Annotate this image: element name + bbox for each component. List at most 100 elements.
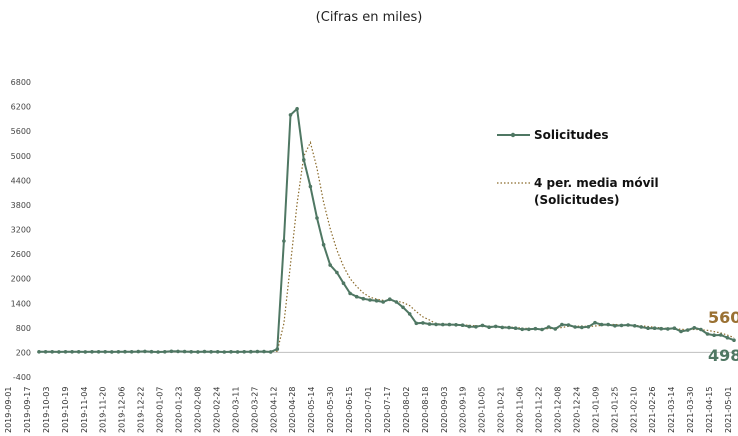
data-point-solicitudes: [566, 323, 571, 327]
x-tick-label: 2020-03-11: [231, 387, 240, 434]
x-tick-label: 2021-03-14: [667, 387, 676, 434]
data-point-solicitudes: [447, 322, 452, 327]
data-point-solicitudes: [381, 300, 386, 304]
data-point-solicitudes: [335, 270, 339, 275]
data-point-solicitudes: [189, 350, 193, 354]
data-point-solicitudes: [149, 349, 154, 354]
data-point-solicitudes: [586, 325, 591, 329]
data-point-solicitudes: [255, 349, 260, 354]
data-point-solicitudes: [302, 158, 306, 162]
x-tick-label: 2021-02-10: [629, 387, 638, 434]
y-tick-label: 6200: [11, 103, 31, 112]
y-tick-label: 5600: [11, 127, 31, 136]
data-point-solicitudes: [685, 328, 690, 332]
data-point-solicitudes: [626, 323, 630, 327]
x-tick-label: 2020-08-02: [402, 387, 411, 434]
x-tick-label: 2020-09-19: [459, 387, 468, 433]
legend-label-moving-average: 4 per. media móvil: [534, 176, 659, 190]
data-point-solicitudes: [123, 349, 127, 354]
data-point-solicitudes: [460, 323, 465, 328]
data-point-solicitudes: [672, 326, 677, 331]
data-point-solicitudes: [427, 322, 432, 326]
y-tick-label: 200: [16, 348, 31, 357]
y-tick-label: 3200: [11, 226, 31, 235]
data-point-solicitudes: [573, 325, 577, 329]
data-point-solicitudes: [520, 327, 524, 332]
x-tick-label: 2020-10-21: [497, 387, 506, 434]
data-point-solicitudes: [50, 350, 54, 354]
data-point-solicitudes: [116, 350, 121, 354]
data-point-solicitudes: [103, 350, 107, 354]
data-point-solicitudes: [76, 350, 81, 354]
data-point-solicitudes: [63, 350, 68, 354]
data-point-solicitudes: [434, 322, 438, 327]
y-tick-label: 1400: [11, 299, 31, 308]
series-line-solicitudes: [39, 106, 735, 354]
x-tick-label: 2020-10-05: [478, 387, 487, 434]
data-point-solicitudes: [182, 349, 187, 354]
data-point-solicitudes: [719, 333, 723, 337]
data-point-solicitudes: [275, 347, 280, 351]
end-label-solicitudes: 498: [708, 346, 738, 365]
x-tick-label: 2021-04-15: [705, 387, 714, 434]
y-tick-label: -400: [13, 373, 31, 382]
data-point-solicitudes: [295, 107, 299, 111]
data-point-solicitudes: [652, 326, 657, 331]
legend-item-moving-average: 4 per. media móvil (Solicitudes): [497, 176, 659, 207]
x-tick-label: 2020-02-08: [193, 387, 202, 434]
data-point-solicitudes: [527, 327, 531, 332]
data-point-solicitudes: [169, 349, 174, 354]
legend-marker-solicitudes: [510, 132, 516, 138]
data-point-solicitudes: [321, 242, 326, 247]
x-tick-label: 2020-03-27: [250, 387, 259, 434]
data-point-solicitudes: [242, 350, 246, 354]
x-tick-label: 2021-05-01: [724, 387, 733, 434]
data-point-solicitudes: [659, 326, 663, 331]
data-point-solicitudes: [493, 324, 498, 329]
data-point-solicitudes: [368, 298, 372, 302]
data-point-solicitudes: [196, 350, 200, 354]
data-point-solicitudes: [110, 350, 114, 354]
x-tick-label: 2019-10-19: [61, 387, 70, 434]
data-point-solicitudes: [70, 350, 74, 354]
data-point-solicitudes: [699, 327, 703, 332]
data-point-solicitudes: [467, 324, 472, 329]
chart-subtitle: (Cifras en miles): [315, 10, 423, 25]
data-point-solicitudes: [474, 325, 478, 329]
data-point-solicitudes: [156, 350, 160, 354]
x-tick-label: 2021-01-25: [610, 387, 619, 434]
data-point-solicitudes: [533, 326, 538, 331]
x-tick-label: 2019-09-17: [23, 387, 32, 434]
data-point-solicitudes: [388, 297, 392, 302]
data-point-solicitudes: [43, 350, 48, 354]
data-point-solicitudes: [328, 263, 333, 267]
data-point-solicitudes: [639, 325, 644, 329]
data-point-solicitudes: [692, 326, 697, 330]
data-point-solicitudes: [421, 321, 425, 325]
data-point-solicitudes: [361, 296, 366, 301]
data-point-solicitudes: [666, 327, 670, 331]
series-layer: [37, 106, 736, 354]
x-tick-label: 2019-10-03: [42, 387, 51, 434]
data-point-solicitudes: [454, 323, 458, 327]
data-point-solicitudes: [401, 305, 405, 310]
data-point-solicitudes: [599, 322, 604, 327]
x-tick-label: 2019-12-06: [118, 387, 127, 434]
data-point-solicitudes: [546, 325, 551, 329]
x-tick-label: 2020-05-30: [326, 387, 335, 434]
data-point-solicitudes: [732, 338, 736, 343]
data-point-solicitudes: [500, 325, 505, 330]
data-point-solicitudes: [593, 320, 597, 325]
y-tick-label: 3800: [11, 201, 31, 210]
data-point-solicitudes: [90, 350, 94, 354]
data-point-solicitudes: [176, 349, 180, 354]
x-axis: 2019-09-01 2019-09-17 2019-10-03 2019-10-19…: [4, 387, 733, 434]
data-point-solicitudes: [632, 324, 637, 328]
data-point-solicitudes: [580, 325, 584, 330]
x-tick-label: 2021-01-09: [591, 387, 600, 434]
x-tick-label: 2020-01-07: [156, 387, 165, 434]
x-tick-label: 2020-04-28: [288, 387, 297, 434]
data-point-solicitudes: [394, 300, 399, 304]
series-line-moving-average: [58, 140, 735, 353]
data-point-solicitudes: [560, 322, 564, 327]
